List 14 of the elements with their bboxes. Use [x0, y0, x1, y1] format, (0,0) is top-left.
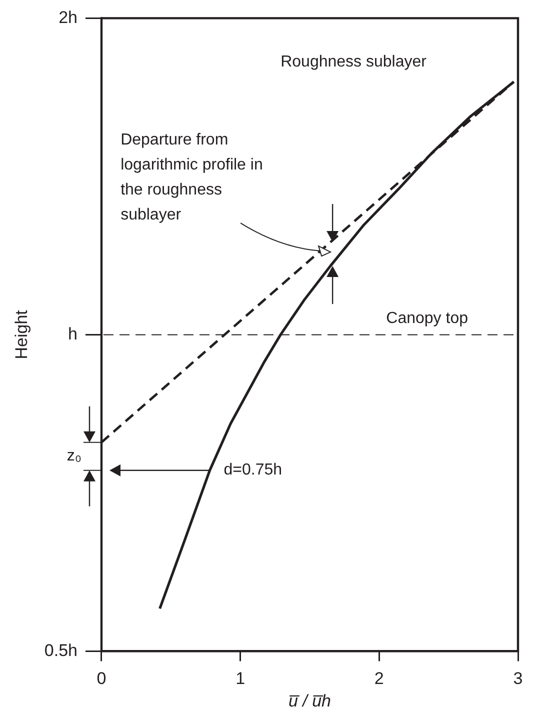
y-axis-title: Height — [12, 310, 31, 360]
ref-line-label: Canopy top — [386, 310, 468, 328]
annotation: d=0.75h — [224, 462, 282, 479]
y-tick-label: 2h — [58, 8, 78, 27]
x-axis-title: u̅ / u̅h — [288, 692, 332, 711]
y-tick-label: 0.5h — [44, 640, 78, 660]
text: z₀ — [66, 448, 82, 465]
y-tick-label: h — [68, 324, 78, 344]
x-tick-label: 1 — [236, 669, 246, 688]
x-tick-label: 3 — [513, 669, 523, 688]
annotation: Departure from logarithmic profile in the roughness sublayer — [120, 131, 263, 224]
x-tick-label: 2 — [374, 669, 384, 688]
x-tick-label: 0 — [96, 669, 106, 688]
annotation: Roughness sublayer — [280, 54, 428, 71]
